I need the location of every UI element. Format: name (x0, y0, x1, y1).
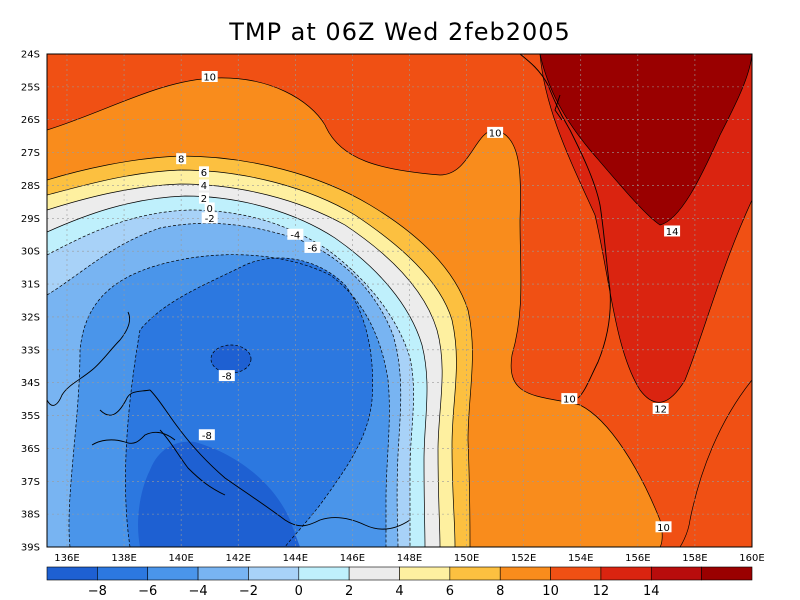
contour-value-labels: 10 10 8 6 4 20-2 -4 -6 14 -8 10 12 -8 10 (176, 71, 681, 534)
latitude-labels: 24S 25S 26S 27S 28S 29S 30S 31S 32S 33S 34S 35S 36S 3… (21, 50, 40, 554)
lon-label: 140E (168, 553, 193, 564)
lat-label: 26S (21, 115, 40, 126)
lon-label: 152E (511, 553, 536, 564)
lat-label: 24S (21, 50, 40, 61)
contour-label: 6 (198, 166, 209, 179)
lat-label: 29S (21, 214, 40, 225)
colorbar-swatch (197, 566, 249, 581)
colorbar-label: 2 (345, 584, 353, 599)
svg-text:10: 10 (657, 523, 670, 534)
svg-text:-6: -6 (307, 243, 317, 254)
lon-label: 156E (625, 553, 650, 564)
lon-label: 158E (682, 553, 707, 564)
lon-label: 144E (283, 553, 308, 564)
contour-label: 10 (487, 126, 504, 139)
lat-label: 27S (21, 148, 40, 159)
colorbar-swatch (701, 566, 753, 581)
contour-label: 10 (201, 71, 218, 84)
colorbar-swatch (248, 566, 300, 581)
contour-label: 14 (664, 225, 681, 238)
colorbar-swatch (499, 566, 551, 581)
lat-label: 30S (21, 247, 40, 258)
contour-label: -8 (218, 370, 235, 383)
lat-label: 25S (21, 82, 40, 93)
colorbar-label: 14 (643, 584, 660, 599)
contour-label: 12 (652, 402, 669, 415)
svg-text:12: 12 (654, 404, 667, 415)
contour-label: 10 (561, 393, 578, 406)
lat-label: 38S (21, 510, 40, 521)
colorbar-label: 4 (395, 584, 403, 599)
lon-label: 142E (226, 553, 251, 564)
colorbar-label: 6 (446, 584, 454, 599)
lat-label: 36S (21, 444, 40, 455)
colorbar-swatch (147, 566, 199, 581)
lat-label: 31S (21, 280, 40, 291)
contour-label: 0 (204, 202, 215, 215)
colorbar-label: −4 (188, 584, 207, 599)
lon-label: 138E (111, 553, 136, 564)
svg-text:10: 10 (489, 128, 502, 139)
lon-label: 154E (568, 553, 593, 564)
svg-text:0: 0 (207, 204, 213, 215)
svg-text:-8: -8 (222, 372, 232, 383)
lat-label: 37S (21, 477, 40, 488)
colorbar-label: 0 (295, 584, 303, 599)
lon-label: 160E (739, 553, 764, 564)
lat-label: 39S (21, 543, 40, 554)
contour-lines (47, 54, 752, 547)
coastline (47, 54, 611, 530)
grid-lines (47, 54, 752, 547)
contour-label: 10 (655, 521, 672, 534)
svg-text:14: 14 (666, 227, 679, 238)
lat-label: 34S (21, 378, 40, 389)
colorbar-swatch (97, 566, 149, 581)
lat-label: 33S (21, 345, 40, 356)
colorbar-label: −8 (88, 584, 107, 599)
contour-label: -8 (198, 429, 215, 442)
contour-label: 2 (198, 192, 209, 205)
svg-text:-8: -8 (202, 431, 212, 442)
lat-label: 28S (21, 181, 40, 192)
colorbar-label: 10 (542, 584, 559, 599)
svg-text:4: 4 (201, 181, 207, 192)
colorbar-swatch (650, 566, 702, 581)
contour-label: 8 (176, 153, 187, 166)
map-frame (46, 53, 753, 548)
colorbar-label: −6 (138, 584, 157, 599)
contour-label: -6 (304, 241, 321, 254)
colorbar-swatch (399, 566, 451, 581)
contour-label: 4 (198, 179, 209, 192)
svg-text:8: 8 (178, 155, 184, 166)
colorbar-swatch (550, 566, 602, 581)
lat-label: 35S (21, 411, 40, 422)
lon-label: 146E (340, 553, 365, 564)
svg-text:-2: -2 (205, 214, 215, 225)
lon-label: 148E (397, 553, 422, 564)
colorbar-swatch (449, 566, 501, 581)
filled-contours (47, 54, 752, 547)
colorbar-swatch (600, 566, 652, 581)
contour-label: -4 (287, 228, 304, 241)
map-title: TMP at 06Z Wed 2feb2005 (229, 18, 571, 46)
lon-label: 150E (454, 553, 479, 564)
contour-label: -2 (201, 212, 218, 225)
svg-text:-4: -4 (290, 230, 300, 241)
colorbar: −8 −6 −4 −2 0 2 4 6 8 10 12 14 (46, 566, 753, 599)
colorbar-label: 8 (496, 584, 504, 599)
svg-text:10: 10 (563, 395, 576, 406)
colorbar-label: −2 (239, 584, 258, 599)
colorbar-label: 12 (593, 584, 610, 599)
svg-text:2: 2 (201, 194, 207, 205)
svg-text:10: 10 (203, 73, 216, 84)
lat-label: 32S (21, 312, 40, 323)
colorbar-swatch (46, 566, 98, 581)
longitude-labels: 136E 138E 140E 142E 144E 146E 148E 150E 152E 154E… (54, 553, 764, 564)
svg-text:6: 6 (201, 168, 207, 179)
colorbar-swatch (348, 566, 400, 581)
lon-label: 136E (54, 553, 79, 564)
colorbar-swatch (298, 566, 350, 581)
